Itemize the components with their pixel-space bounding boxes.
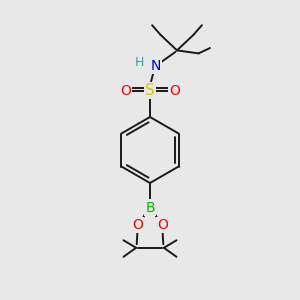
Text: H: H [135,56,145,69]
Text: S: S [145,83,155,98]
Text: O: O [157,218,168,232]
Text: O: O [132,218,143,232]
Text: O: O [120,84,131,98]
Text: B: B [145,201,155,214]
Text: O: O [169,84,180,98]
Text: N: N [150,59,161,73]
